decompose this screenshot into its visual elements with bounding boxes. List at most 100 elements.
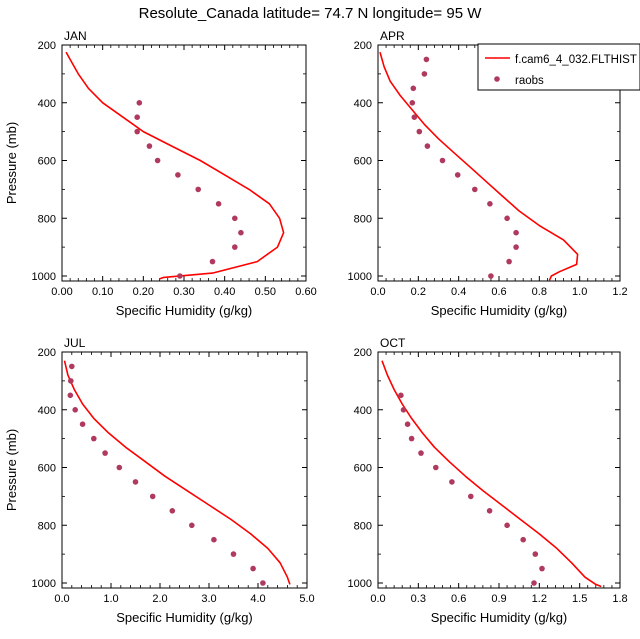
raobs-point	[404, 421, 411, 428]
raobs-point	[468, 493, 474, 500]
y-tick-label: 400	[38, 405, 56, 417]
panel-oct: OCT 0.0 0.3 0.6 0.9 1.2 1.5 1.8 200 400 600 800 1000…	[348, 336, 628, 625]
raobs-point	[211, 536, 217, 543]
x-tick-label: 0.0	[370, 593, 385, 605]
raobs-point	[232, 215, 238, 222]
raobs-point	[504, 215, 510, 222]
x-axis-label: Specific Humidity (g/kg)	[116, 610, 253, 625]
x-tick-label: 5.0	[299, 593, 314, 605]
raobs-point	[409, 100, 416, 106]
x-tick-label: 0.20	[133, 286, 154, 298]
panel-jan: JAN 0.00 0.10 0.20 0.30 0.40 0.50 0.60 200 400 600…	[4, 29, 317, 318]
panel-label: JUL	[64, 336, 86, 350]
y-tick-label: 600	[38, 463, 56, 475]
raobs-point	[487, 201, 493, 207]
x-tick-label: 0.8	[532, 286, 547, 298]
panel-frame	[377, 351, 621, 589]
raobs-point	[520, 536, 526, 543]
raobs-point	[488, 273, 494, 279]
panel-label: JAN	[64, 29, 87, 43]
x-tick-label: 0.40	[214, 286, 235, 298]
raobs-point	[418, 450, 424, 456]
x-tick-label: 1.2	[612, 286, 627, 298]
x-axis-label: Specific Humidity (g/kg)	[116, 303, 253, 318]
raobs-point	[72, 407, 78, 413]
x-tick-label: 1.0	[572, 286, 587, 298]
raobs-point	[506, 258, 512, 265]
raobs-point	[424, 143, 431, 149]
raobs-point	[195, 186, 201, 193]
y-tick-label: 400	[354, 98, 372, 110]
raobs-point	[68, 378, 74, 384]
raobs-point	[134, 114, 140, 120]
x-tick-label: 3.0	[201, 593, 216, 605]
y-tick-label: 800	[38, 520, 56, 532]
y-tick-label: 200	[38, 347, 56, 359]
y-tick-label: 1000	[32, 271, 56, 283]
x-tick-label: 1.5	[572, 593, 587, 605]
x-tick-label: 0.0	[54, 593, 69, 605]
x-tick-label: 4.0	[250, 593, 265, 605]
y-tick-label: 1000	[32, 578, 56, 590]
y-tick-label: 400	[38, 98, 56, 110]
x-tick-label: 1.2	[532, 593, 547, 605]
x-tick-label: 0.3	[411, 593, 426, 605]
x-tick-label: 0.50	[255, 286, 276, 298]
legend-obs-label: raobs	[515, 75, 544, 87]
raobs-point	[169, 508, 176, 514]
y-axis-label: Pressure (mb)	[4, 122, 19, 204]
raobs-point	[132, 479, 139, 485]
raobs-point	[146, 143, 153, 149]
x-tick-label: 2.0	[152, 593, 167, 605]
raobs-point	[513, 229, 519, 236]
raobs-point	[189, 522, 195, 529]
figure-title: Resolute_Canada latitude= 74.7 N longitu…	[139, 5, 483, 22]
legend-model-label: f.cam6_4_032.FLTHIST	[515, 54, 637, 66]
raobs-point	[531, 580, 537, 586]
y-tick-label: 600	[354, 156, 372, 168]
y-tick-label: 400	[354, 405, 372, 417]
y-tick-label: 800	[38, 213, 56, 225]
x-tick-label: 0.00	[51, 286, 72, 298]
raobs-point	[102, 450, 108, 456]
raobs-point	[539, 565, 545, 572]
x-tick-label: 0.4	[451, 286, 466, 298]
raobs-point	[154, 157, 161, 164]
raobs-point	[136, 100, 143, 106]
x-tick-label: 0.2	[411, 286, 426, 298]
raobs-point	[472, 186, 478, 193]
legend-box	[477, 43, 640, 91]
x-axis-label: Specific Humidity (g/kg)	[431, 303, 568, 318]
raobs-point	[408, 435, 415, 442]
raobs-point	[410, 85, 417, 92]
raobs-point	[486, 508, 493, 514]
y-tick-label: 200	[354, 347, 372, 359]
model-profile-line	[65, 51, 285, 280]
x-tick-label: 1.0	[103, 593, 118, 605]
raobs-point	[230, 551, 237, 557]
raobs-point	[250, 565, 256, 572]
x-tick-label: 1.8	[612, 593, 627, 605]
y-tick-label: 800	[354, 213, 372, 225]
raobs-point	[421, 71, 428, 77]
x-axis-label: Specific Humidity (g/kg)	[431, 610, 568, 625]
raobs-point	[91, 435, 97, 442]
x-tick-label: 0.60	[295, 286, 316, 298]
raobs-point	[439, 157, 446, 164]
y-tick-label: 600	[354, 463, 372, 475]
raobs-point	[209, 258, 216, 265]
raobs-point	[79, 421, 86, 428]
model-profile-line	[379, 51, 579, 281]
y-axis-label: Pressure (mb)	[4, 429, 19, 511]
x-tick-label: 0.30	[173, 286, 194, 298]
legend-marker-swatch	[494, 76, 500, 82]
raobs-point	[134, 128, 140, 135]
panel-label: APR	[380, 29, 405, 43]
raobs-point	[423, 56, 430, 63]
panel-frame	[61, 44, 307, 282]
raobs-point	[513, 244, 519, 250]
raobs-point	[175, 172, 181, 178]
raobs-point	[238, 229, 244, 236]
panel-jul: JUL 0.0 1.0 2.0 3.0 4.0 5.0 200 400 600 800 1000 Spe…	[4, 336, 315, 625]
